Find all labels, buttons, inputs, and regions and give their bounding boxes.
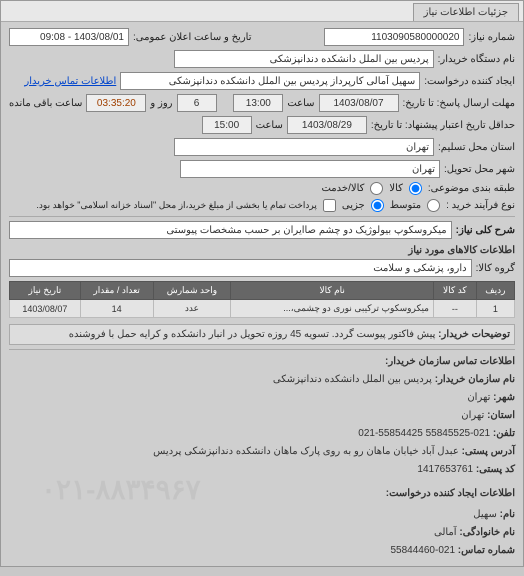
b-city-label: شهر: xyxy=(493,392,515,403)
col-date: تاریخ نیاز xyxy=(10,282,81,300)
col-unit: واحد شمارش xyxy=(153,282,231,300)
b-addr: عبدل آباد خیابان ماهان رو به روی پارک ما… xyxy=(153,446,459,457)
b-fname-label: نام: xyxy=(500,509,515,520)
radio-partial[interactable] xyxy=(371,199,384,212)
b-org: پردیس بین الملل دانشکده دندانپزشکی xyxy=(273,374,432,385)
col-name: نام کالا xyxy=(231,282,434,300)
b-fname: سهیل xyxy=(473,509,497,520)
b-org-label: نام سازمان خریدار: xyxy=(435,374,515,385)
b-lname-label: نام خانوادگی: xyxy=(459,527,515,538)
b-ctel: 021-55844460 xyxy=(390,545,455,556)
cell-code: -- xyxy=(434,300,477,318)
deadline-date: 1403/08/07 xyxy=(319,94,399,112)
type-partial-label: جزیی xyxy=(342,200,365,211)
b-tel-label: تلفن: xyxy=(493,428,515,439)
b-city: تهران xyxy=(467,392,490,403)
b-tel: 021-55845525 55854425-021 xyxy=(358,428,490,439)
buyer-note: توضیحات خریدار: پیش فاکتور پیوست گردد. ت… xyxy=(9,324,515,345)
cell-name: میکروسکوپ ترکیبی نوری دو چشمی،... xyxy=(231,300,434,318)
goods-group-value: دارو، پزشکی و سلامت xyxy=(9,259,472,277)
remain-days: 6 xyxy=(177,94,217,112)
province-label: استان محل تسلیم: xyxy=(438,142,515,153)
remain-days-label: روز و xyxy=(150,98,172,109)
buyer-note-label: توضیحات خریدار: xyxy=(438,329,510,340)
checkbox-treasury[interactable] xyxy=(323,199,336,212)
goods-table: ردیف کد کالا نام کالا واحد شمارش تعداد /… xyxy=(9,281,515,318)
goods-section-title: اطلاعات کالاهای مورد نیاز xyxy=(9,245,515,256)
b-province-label: استان: xyxy=(487,410,515,421)
cat-service-label: کالا/خدمت xyxy=(321,183,364,194)
announce-label: تاریخ و ساعت اعلان عمومی: xyxy=(133,32,252,43)
cell-row: 1 xyxy=(476,300,514,318)
desc-label: شرح کلی نیاز: xyxy=(456,225,515,236)
type-note: پرداخت تمام یا بخشی از مبلغ خرید،از محل … xyxy=(36,200,316,211)
goods-group-label: گروه کالا: xyxy=(476,263,515,274)
deadline-at-label: ساعت xyxy=(287,98,314,109)
validity-at-label: ساعت xyxy=(256,120,283,131)
cell-unit: عدد xyxy=(153,300,231,318)
radio-medium[interactable] xyxy=(427,199,440,212)
b-ctel-label: شماره تماس: xyxy=(458,545,515,556)
tab-details[interactable]: جزئیات اطلاعات نیاز xyxy=(413,3,519,21)
buyer-contact-link[interactable]: اطلاعات تماس خریدار xyxy=(24,76,116,87)
req-no-value: 1103090580000020 xyxy=(324,28,464,46)
creator-section-title: اطلاعات ایجاد کننده درخواست: xyxy=(9,485,515,503)
creator-value: سهیل آمالی کارپرداز پردیس بین الملل دانش… xyxy=(120,72,420,90)
announce-value: 1403/08/01 - 09:08 xyxy=(9,28,129,46)
deadline-time: 13:00 xyxy=(233,94,283,112)
validity-date: 1403/08/29 xyxy=(287,116,367,134)
radio-goods[interactable] xyxy=(409,182,422,195)
buyer-info-block: نام سازمان خریدار: پردیس بین الملل دانشک… xyxy=(9,371,515,560)
validity-label: حداقل تاریخ اعتبار پیشنهاد: تا تاریخ: xyxy=(371,120,515,131)
creator-label: ایجاد کننده درخواست: xyxy=(424,76,515,87)
content-panel: شماره نیاز: 1103090580000020 تاریخ و ساع… xyxy=(1,22,523,566)
type-label: نوع فرآیند خرید : xyxy=(446,200,515,211)
remain-time: 03:35:20 xyxy=(86,94,146,112)
province-value: تهران xyxy=(174,138,434,156)
cat-goods-label: کالا xyxy=(389,183,403,194)
remain-label: ساعت باقی مانده xyxy=(9,98,82,109)
b-postal: 1417653761 xyxy=(417,464,473,475)
buyer-org-value: پردیس بین الملل دانشکده دندانپزشکی xyxy=(174,50,434,68)
category-label: طبقه بندی موضوعی: xyxy=(428,183,515,194)
buyer-org-label: نام دستگاه خریدار: xyxy=(438,54,515,65)
validity-time: 15:00 xyxy=(202,116,252,134)
b-addr-label: آدرس پستی: xyxy=(462,446,515,457)
type-medium-label: متوسط xyxy=(390,200,421,211)
b-province: تهران xyxy=(461,410,484,421)
cell-qty: 14 xyxy=(80,300,153,318)
cell-date: 1403/08/07 xyxy=(10,300,81,318)
col-code: کد کالا xyxy=(434,282,477,300)
col-row: ردیف xyxy=(476,282,514,300)
city-label: شهر محل تحویل: xyxy=(444,164,515,175)
col-qty: تعداد / مقدار xyxy=(80,282,153,300)
buyer-contact-title: اطلاعات تماس سازمان خریدار: xyxy=(9,356,515,367)
desc-value: میکروسکوپ بیولوژیک دو چشم صاایران بر حسب… xyxy=(9,221,452,239)
req-no-label: شماره نیاز: xyxy=(468,32,515,43)
tab-bar: جزئیات اطلاعات نیاز xyxy=(1,1,523,22)
city-value: تهران xyxy=(180,160,440,178)
b-lname: آمالی xyxy=(434,527,457,538)
radio-service[interactable] xyxy=(370,182,383,195)
b-postal-label: کد پستی: xyxy=(476,464,515,475)
buyer-note-text: پیش فاکتور پیوست گردد. تسویه 45 روزه تحو… xyxy=(69,329,436,340)
table-row: 1 -- میکروسکوپ ترکیبی نوری دو چشمی،... ع… xyxy=(10,300,515,318)
deadline-label: مهلت ارسال پاسخ: تا تاریخ: xyxy=(403,98,515,109)
